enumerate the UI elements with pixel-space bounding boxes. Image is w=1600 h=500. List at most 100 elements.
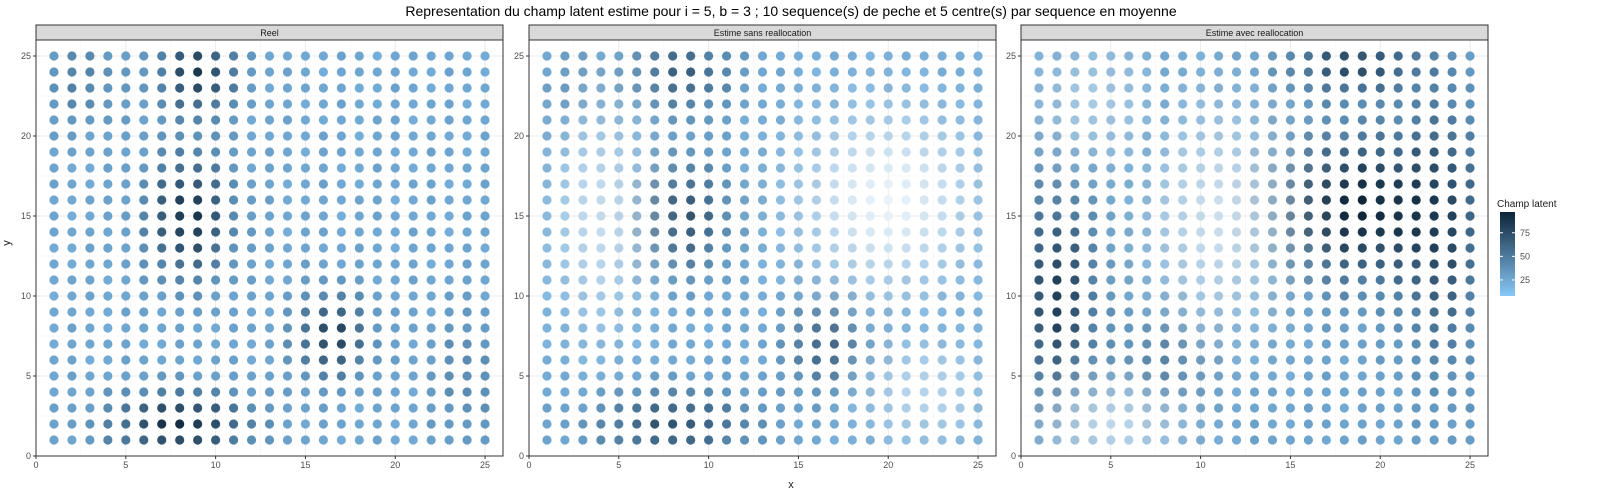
data-point <box>103 195 113 205</box>
data-point <box>1106 275 1116 285</box>
data-point <box>1321 179 1331 189</box>
data-point <box>1160 275 1170 285</box>
data-point <box>686 435 696 445</box>
data-point <box>1339 243 1349 253</box>
data-point <box>211 67 221 77</box>
data-point <box>1357 195 1367 205</box>
data-point <box>282 99 293 109</box>
data-points <box>542 51 983 445</box>
data-point <box>1303 291 1313 301</box>
data-point <box>121 195 131 205</box>
data-point <box>542 147 552 157</box>
y-tick-label: 5 <box>519 371 524 381</box>
data-point <box>193 211 203 221</box>
data-point <box>480 291 490 301</box>
data-point <box>1070 67 1080 77</box>
data-point <box>336 115 346 125</box>
data-point <box>462 403 472 413</box>
data-point <box>793 419 804 429</box>
data-point <box>480 387 490 397</box>
data-point <box>1142 419 1152 429</box>
data-point <box>354 275 364 285</box>
data-point <box>426 307 436 317</box>
data-point <box>246 67 257 77</box>
data-point <box>372 115 382 125</box>
data-point <box>775 67 786 77</box>
data-point <box>775 211 786 221</box>
data-point <box>228 355 239 365</box>
data-point <box>300 211 311 221</box>
data-point <box>1178 259 1188 269</box>
data-point <box>1303 179 1313 189</box>
data-point <box>1393 67 1403 77</box>
data-point <box>157 51 167 61</box>
data-point <box>49 275 59 285</box>
data-point <box>1411 51 1421 61</box>
data-point <box>650 243 660 253</box>
data-point <box>1052 355 1062 365</box>
data-point <box>139 419 149 429</box>
data-point <box>1303 403 1313 413</box>
data-point <box>1321 115 1331 125</box>
data-point <box>1249 147 1260 157</box>
data-point <box>1357 323 1367 333</box>
data-point <box>103 67 113 77</box>
data-point <box>578 403 588 413</box>
data-point <box>937 355 947 365</box>
data-point <box>246 115 257 125</box>
data-point <box>1070 275 1080 285</box>
data-point <box>1447 179 1457 189</box>
data-point <box>1411 179 1421 189</box>
data-point <box>1357 67 1367 77</box>
data-point <box>919 243 929 253</box>
data-point <box>739 83 750 93</box>
data-point <box>211 435 221 445</box>
data-point <box>650 435 660 445</box>
data-point <box>614 355 624 365</box>
data-point <box>480 403 490 413</box>
data-point <box>318 147 328 157</box>
data-point <box>721 435 732 445</box>
data-point <box>596 147 606 157</box>
data-point <box>49 307 59 317</box>
data-point <box>1160 307 1170 317</box>
data-point <box>865 179 875 189</box>
data-point <box>973 435 983 445</box>
data-point <box>1321 211 1331 221</box>
data-point <box>372 163 382 173</box>
data-point <box>193 99 203 109</box>
data-point <box>614 179 624 189</box>
data-point <box>390 403 400 413</box>
data-point <box>632 147 642 157</box>
data-point <box>300 115 311 125</box>
data-point <box>462 195 472 205</box>
data-point <box>757 147 768 157</box>
data-point <box>1447 371 1457 381</box>
data-point <box>49 403 59 413</box>
data-point <box>67 387 77 397</box>
data-point <box>282 291 293 301</box>
data-point <box>175 387 185 397</box>
data-point <box>1124 355 1134 365</box>
data-point <box>1213 51 1224 61</box>
data-point <box>596 323 606 333</box>
data-point <box>354 179 364 189</box>
data-point <box>336 227 346 237</box>
data-point <box>632 67 642 77</box>
data-point <box>228 419 239 429</box>
data-point <box>811 147 821 157</box>
data-point <box>408 339 418 349</box>
data-point <box>1321 83 1331 93</box>
data-point <box>354 67 364 77</box>
data-point <box>757 259 768 269</box>
data-point <box>883 435 893 445</box>
data-point <box>444 227 454 237</box>
data-point <box>85 99 95 109</box>
data-point <box>757 227 768 237</box>
data-point <box>793 83 804 93</box>
data-point <box>372 147 382 157</box>
data-point <box>560 147 570 157</box>
data-point <box>1249 403 1260 413</box>
data-point <box>318 115 328 125</box>
data-point <box>390 163 400 173</box>
